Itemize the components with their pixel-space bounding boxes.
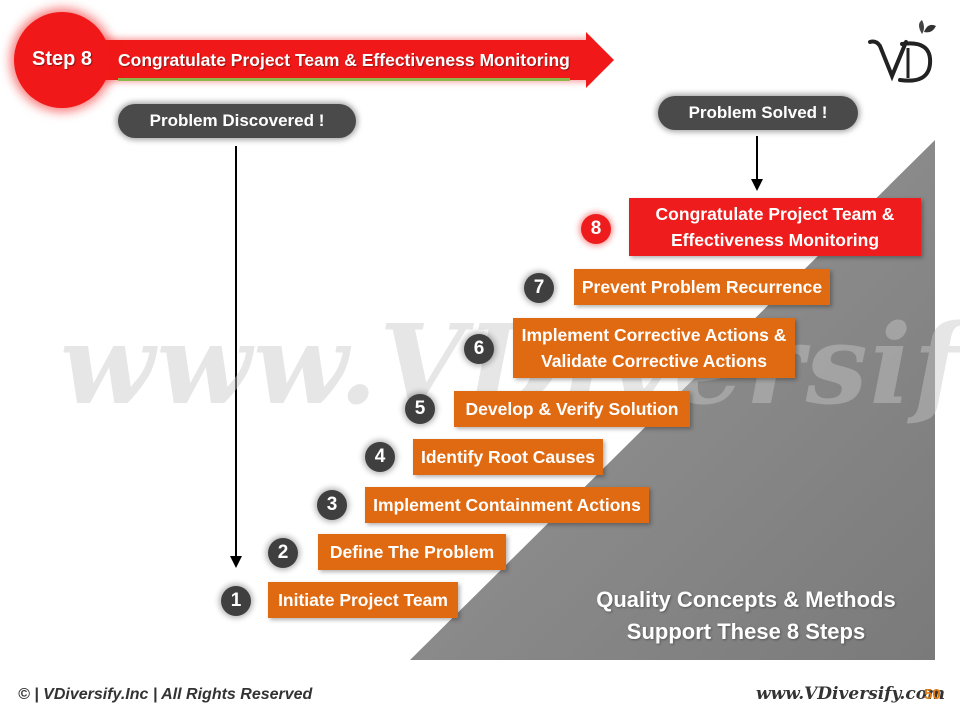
header-arrow-shaft (80, 40, 588, 80)
step-3-box: Implement Containment Actions (365, 487, 649, 523)
step-6-number: 6 (464, 334, 494, 364)
step-circle (14, 12, 110, 108)
step-6-label-line2: Validate Corrective Actions (541, 351, 767, 371)
step-8-label-line1: Congratulate Project Team & (655, 204, 895, 224)
step-3-number: 3 (317, 490, 347, 520)
step-8-box: Congratulate Project Team & Effectivenes… (629, 198, 921, 256)
step-1-box: Initiate Project Team (268, 582, 458, 618)
step-2-box: Define The Problem (318, 534, 506, 570)
step-2-number: 2 (268, 538, 298, 568)
step-8-label-line2: Effectiveness Monitoring (670, 230, 880, 250)
problem-solved-pill: Problem Solved ! (658, 96, 858, 130)
support-text: Quality Concepts & Methods Support These… (576, 584, 916, 648)
header-arrow-head (586, 32, 614, 88)
step-5-box: Develop & Verify Solution (454, 391, 690, 427)
discovered-arrow-line (235, 146, 237, 558)
step-7-number: 7 (524, 273, 554, 303)
problem-discovered-pill: Problem Discovered ! (118, 104, 356, 138)
page-number: 50 (924, 686, 941, 703)
step-1-number: 1 (221, 586, 251, 616)
solved-arrow-line (756, 136, 758, 180)
discovered-arrow-head-icon (230, 556, 242, 568)
step-6-label-line1: Implement Corrective Actions & (521, 325, 787, 345)
vd-logo-icon (868, 20, 936, 83)
support-line1: Quality Concepts & Methods (596, 587, 896, 612)
header-underline (118, 78, 570, 81)
step-6-box: Implement Corrective Actions & Validate … (513, 318, 795, 378)
solved-arrow-head-icon (751, 179, 763, 191)
step-8-number: 8 (581, 214, 611, 244)
step-5-number: 5 (405, 394, 435, 424)
step-label: Step 8 (31, 48, 93, 70)
support-line2: Support These 8 Steps (626, 619, 866, 644)
footer-copyright: © | VDiversify.Inc | All Rights Reserved (18, 686, 313, 703)
header-title: Congratulate Project Team & Effectivenes… (118, 50, 570, 70)
footer-logo: www.VDiversify.com (756, 684, 946, 704)
step-7-box: Prevent Problem Recurrence (574, 269, 830, 305)
step-4-box: Identify Root Causes (413, 439, 603, 475)
step-4-number: 4 (365, 442, 395, 472)
